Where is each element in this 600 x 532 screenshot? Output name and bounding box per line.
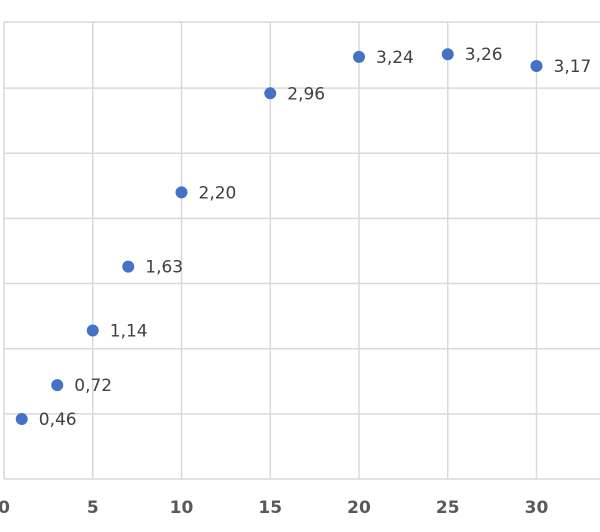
data-point xyxy=(86,324,99,337)
data-label: 0,72 xyxy=(74,376,112,396)
data-label: 3,17 xyxy=(554,57,592,77)
x-tick-label: 10 xyxy=(170,498,194,518)
data-labels: 0,46 0,72 1,14 1,63 2,20 2,96 3,24 3,26 3,17 xyxy=(39,45,592,430)
data-point xyxy=(51,379,64,392)
data-label: 3,26 xyxy=(465,45,503,65)
data-points xyxy=(15,48,543,426)
data-label: 1,14 xyxy=(110,321,148,341)
data-label: 3,24 xyxy=(376,48,414,68)
data-point xyxy=(441,48,454,61)
x-tick-label: 20 xyxy=(347,498,371,518)
data-label: 0,46 xyxy=(39,410,77,430)
data-point xyxy=(264,87,277,100)
data-label: 1,63 xyxy=(145,258,183,278)
data-point xyxy=(530,59,543,72)
x-tick-label: 30 xyxy=(525,498,549,518)
x-tick-label: 15 xyxy=(258,498,282,518)
data-point xyxy=(353,50,365,63)
x-tick-label: 5 xyxy=(87,498,99,518)
x-tick-label: 25 xyxy=(436,498,460,518)
data-point xyxy=(15,413,28,426)
data-point xyxy=(175,186,188,199)
data-label: 2,96 xyxy=(287,84,325,104)
x-tick-label: 0 xyxy=(0,498,10,518)
data-point xyxy=(122,260,135,273)
x-axis-ticks: 0 5 10 15 20 25 30 xyxy=(0,498,548,518)
data-label: 2,20 xyxy=(199,183,237,203)
